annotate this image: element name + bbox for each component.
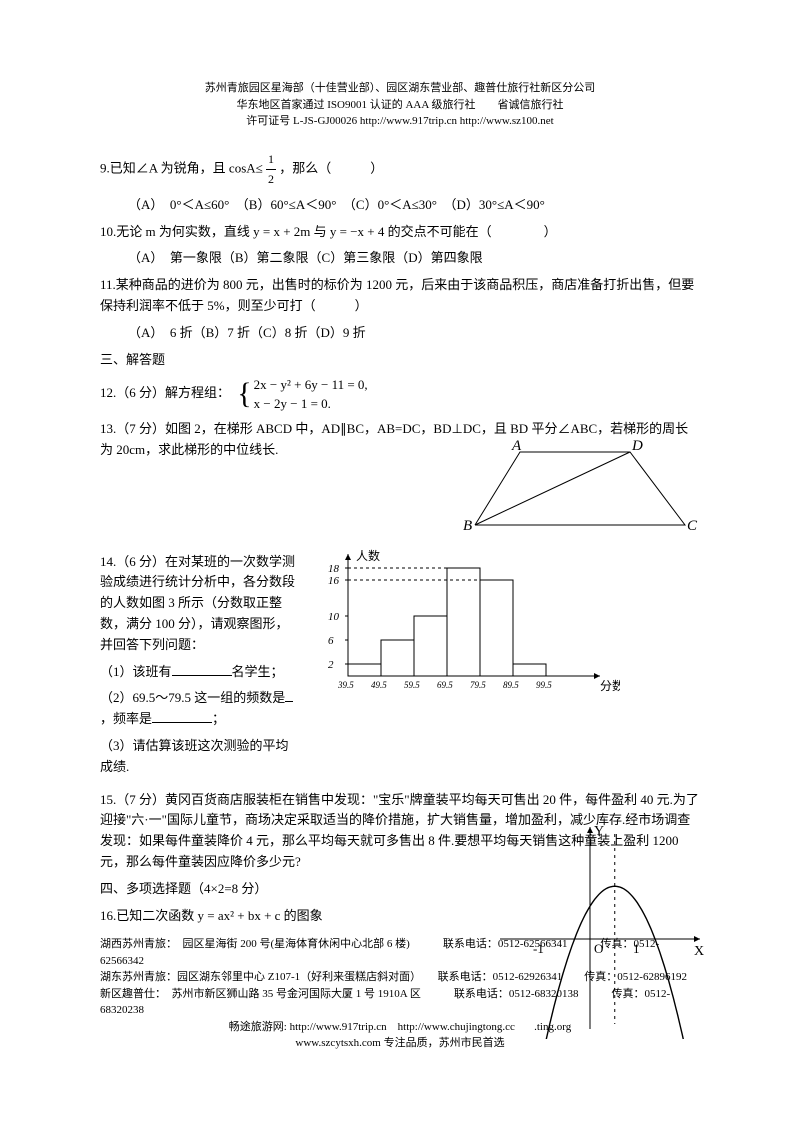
svg-text:O: O bbox=[594, 941, 603, 956]
svg-text:99.5: 99.5 bbox=[536, 680, 552, 690]
svg-text:-1: -1 bbox=[533, 941, 544, 956]
question-12: 12.（6 分）解方程组： { 2x − y² + 6y − 11 = 0, x… bbox=[100, 376, 700, 412]
svg-text:人数: 人数 bbox=[356, 548, 380, 563]
svg-text:C: C bbox=[687, 518, 698, 534]
blank-fill bbox=[285, 701, 293, 702]
left-brace-icon: { bbox=[237, 376, 251, 412]
svg-text:A: A bbox=[511, 440, 522, 454]
question-16-wrap: 四、多项选择题（4×2=8 分） 16.已知二次函数 y = ax² + bx … bbox=[100, 879, 700, 927]
svg-text:Y: Y bbox=[594, 824, 604, 839]
blank-fill bbox=[172, 675, 232, 676]
svg-text:39.5: 39.5 bbox=[337, 680, 354, 690]
page-header: 苏州青旅园区星海部（十佳营业部）、园区湖东营业部、趣普仕旅行社新区分公司 华东地… bbox=[100, 80, 700, 130]
question-11-options: （A） 6 折（B）7 折（C）8 折（D）9 折 bbox=[100, 323, 700, 344]
svg-text:2: 2 bbox=[328, 659, 334, 671]
parabola-figure: Y X O -1 1 bbox=[490, 819, 710, 1039]
svg-text:18: 18 bbox=[328, 563, 340, 575]
question-14-sub1: （1）该班有名学生； bbox=[100, 662, 300, 683]
svg-text:49.5: 49.5 bbox=[371, 680, 387, 690]
question-11: 11.某种商品的进价为 800 元，出售时的标价为 1200 元，后来由于该商品… bbox=[100, 275, 700, 317]
svg-text:59.5: 59.5 bbox=[404, 680, 420, 690]
question-14-stem: 14.（6 分）在对某班的一次数学测验成绩进行统计分析中，各分数段的人数如图 3… bbox=[100, 552, 300, 656]
svg-text:D: D bbox=[631, 440, 643, 454]
svg-text:10: 10 bbox=[328, 611, 340, 623]
svg-text:79.5: 79.5 bbox=[470, 680, 486, 690]
svg-text:B: B bbox=[463, 518, 472, 534]
svg-text:X: X bbox=[694, 944, 704, 959]
fraction-one-half: 1 2 bbox=[266, 150, 276, 189]
question-14: 14.（6 分）在对某班的一次数学测验成绩进行统计分析中，各分数段的人数如图 3… bbox=[100, 546, 700, 784]
question-14-sub2: （2）69.5～79.5 这一组的频数是，频率是； bbox=[100, 688, 300, 730]
svg-text:69.5: 69.5 bbox=[437, 680, 453, 690]
question-13: 13.（7 分）如图 2，在梯形 ABCD 中，AD∥BC，AB=DC，BD⊥D… bbox=[100, 419, 700, 540]
blank-fill bbox=[152, 722, 212, 723]
svg-text:分数: 分数 bbox=[600, 678, 620, 693]
equation-system: { 2x − y² + 6y − 11 = 0, x − 2y − 1 = 0. bbox=[237, 376, 367, 412]
question-10-options: （A） 第一象限（B）第二象限（C）第三象限（D）第四象限 bbox=[100, 248, 700, 269]
svg-text:1: 1 bbox=[633, 941, 640, 956]
question-9: 9.已知∠A 为锐角，且 cosA≤ 1 2 ，那么（ ） bbox=[100, 150, 700, 189]
header-line-3: 许可证号 L-JS-GJ00026 http://www.917trip.cn … bbox=[100, 113, 700, 130]
question-10: 10.无论 m 为何实数，直线 y = x + 2m 与 y = −x + 4 … bbox=[100, 222, 700, 243]
histogram-figure: 人数分数 2 6 10 1618 39.5 49.5 59.5 69.5 79.5 89.5 99.5 bbox=[300, 546, 700, 784]
svg-text:89.5: 89.5 bbox=[503, 680, 519, 690]
section-3-title: 三、解答题 bbox=[100, 350, 700, 371]
trapezoid-figure: A D B C bbox=[460, 440, 700, 540]
question-9-options: （A） 0°＜A≤60° （B）60°≤A＜90° （C）0°＜A≤30° （D… bbox=[100, 195, 700, 216]
question-14-sub3: （3）请估算该班这次测验的平均成绩. bbox=[100, 736, 300, 778]
svg-text:6: 6 bbox=[328, 635, 334, 647]
header-line-1: 苏州青旅园区星海部（十佳营业部）、园区湖东营业部、趣普仕旅行社新区分公司 bbox=[100, 80, 700, 97]
svg-text:16: 16 bbox=[328, 575, 340, 587]
header-line-2: 华东地区首家通过 ISO9001 认证的 AAA 级旅行社 省诚信旅行社 bbox=[100, 97, 700, 114]
